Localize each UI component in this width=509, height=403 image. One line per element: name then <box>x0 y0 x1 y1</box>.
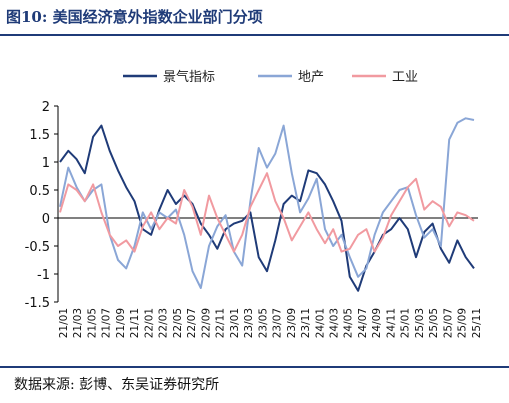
x-tick-label: 23/07 <box>272 308 284 338</box>
x-tick-label: 25/07 <box>442 308 454 338</box>
x-tick-label: 24/03 <box>329 308 341 338</box>
x-tick-label: 23/11 <box>300 308 312 338</box>
x-tick-label: 24/09 <box>371 308 383 338</box>
x-tick-label: 25/01 <box>400 308 412 338</box>
y-tick-label: 0 <box>42 212 50 227</box>
x-tick-label: 21/01 <box>58 308 70 338</box>
x-tick-label: 22/09 <box>200 308 212 338</box>
x-tick-label: 21/09 <box>115 308 127 338</box>
legend-label-2: 地产 <box>298 70 324 85</box>
figure-header: 图10: 美国经济意外指数企业部门分项 <box>0 0 509 34</box>
y-tick-label: 2 <box>42 100 50 115</box>
x-tick-label: 23/03 <box>243 308 255 338</box>
x-tick-label: 22/03 <box>158 308 170 338</box>
x-tick-label: 23/05 <box>257 308 269 338</box>
x-tick-label: 25/05 <box>428 308 440 338</box>
source-note: 数据来源: 彭博、东吴证券研究所 <box>14 377 220 393</box>
x-tick-label: 21/07 <box>101 308 113 338</box>
x-tick-label: 22/07 <box>186 308 198 338</box>
x-tick-label: 24/01 <box>314 308 326 338</box>
series-line-1 <box>59 124 475 292</box>
x-tick-label: 23/01 <box>229 308 241 338</box>
chart-area: 景气指标 地产 工业 2 1.5 1 0.5 0 -0.5 -1 -1.5 21/01 21/03 2… <box>0 40 509 362</box>
x-tick-label: 24/11 <box>385 308 397 338</box>
x-tick-label: 25/03 <box>414 308 426 338</box>
series-line-2 <box>59 117 475 289</box>
legend-label-1: 景气指标 <box>163 69 215 85</box>
x-tick-label: 25/09 <box>457 308 469 338</box>
x-tick-label: 21/05 <box>86 308 98 338</box>
series-line-3 <box>59 172 475 253</box>
x-tick-label: 22/01 <box>143 308 155 338</box>
x-tick-label: 22/05 <box>172 308 184 338</box>
x-tick-label: 24/05 <box>343 308 355 338</box>
x-tick-label: 25/11 <box>471 308 483 338</box>
x-tick-label: 21/11 <box>129 308 141 338</box>
y-tick-label: -1 <box>37 268 50 283</box>
footer-rule <box>0 366 509 368</box>
y-axis: 2 1.5 1 0.5 0 -0.5 -1 -1.5 <box>25 100 59 311</box>
y-tick-label: 1.5 <box>29 128 50 143</box>
line-chart: 景气指标 地产 工业 21.510.50-0.5-1-1.5 21/01 21/03 2… <box>25 69 483 338</box>
y-tick-label: -1.5 <box>25 296 50 311</box>
y-tick-label: 0.5 <box>29 184 50 199</box>
y-tick-label: 1 <box>42 156 50 171</box>
x-tick-label: 22/11 <box>215 308 227 338</box>
x-tick-label: 24/07 <box>357 308 369 338</box>
series-lines <box>59 117 475 292</box>
x-tick-label: 21/03 <box>72 308 84 338</box>
header-rule <box>0 34 509 36</box>
x-tick-label: 23/09 <box>286 308 298 338</box>
legend: 景气指标 地产 工业 <box>123 69 418 85</box>
y-tick-label: -0.5 <box>25 240 50 255</box>
x-axis: 21/01 21/03 21/05 21/07 21/09 21/11 22/01 22/03… <box>58 217 483 338</box>
legend-label-3: 工业 <box>392 70 418 85</box>
figure-title: 图10: 美国经济意外指数企业部门分项 <box>6 8 263 26</box>
